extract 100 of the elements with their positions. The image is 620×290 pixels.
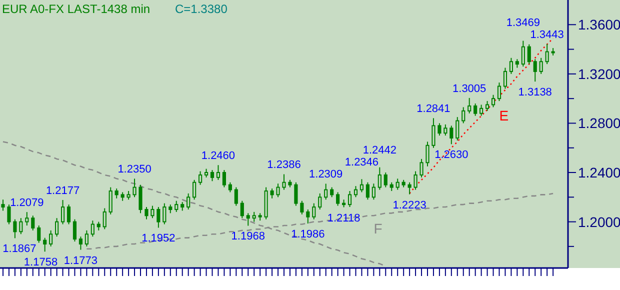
candlestick [78,236,83,250]
annotation: 1.1867 [2,243,36,256]
candlestick [192,179,196,200]
candlestick [43,237,47,252]
candlestick [1,199,5,212]
candlestick [66,204,71,225]
annotation: 1.1952 [142,232,176,245]
candlestick [102,208,106,230]
annotation: 1.1968 [231,230,265,243]
chart-subtitle: C=1.3380 [175,2,228,16]
candlestick [312,202,316,220]
candlestick [252,211,256,222]
annotation: 1.2350 [118,164,152,176]
candlestick [485,100,490,112]
annotation: 1.3138 [518,86,552,99]
candlestick [72,218,77,242]
y-tick-label: 1.3200 [578,66,620,82]
candlestick [336,192,340,206]
candlestick [378,166,382,190]
candlestick [114,188,118,199]
candlestick [324,183,328,200]
candlestick [60,199,65,225]
candlestick [408,182,412,195]
candlestick [414,170,418,190]
candlestick [156,206,160,228]
candlestick [132,178,136,198]
candlestick [162,202,166,225]
candlestick [462,106,466,124]
candlestick [49,230,53,247]
candlestick [468,97,472,114]
candlestick [222,170,226,188]
y-tick-label: 1.2000 [578,214,620,230]
annotation: 1.3443 [530,28,564,41]
candlestick [90,220,94,238]
annotation: 1.1986 [291,228,325,241]
candlestick [360,178,364,193]
candlestick [456,116,460,141]
candlestick [55,218,59,238]
candlestick [521,40,525,68]
candlestick [174,200,178,212]
candlestick [366,182,370,200]
annotation: 1.2346 [344,156,379,169]
candlestick [348,190,352,208]
candlestick [545,43,549,65]
candlestick [240,200,244,219]
candlestick [294,182,298,206]
annotation: 1.2442 [362,144,396,157]
annotation: 1.2223 [392,199,426,212]
candlestick [246,212,250,226]
candlestick [234,186,238,206]
candlestick [420,158,424,178]
annotation: 1.2630 [434,149,468,162]
candlestick [503,67,508,90]
candlestick [270,188,274,199]
annotation: 1.1773 [64,254,98,267]
candlestick [372,183,376,200]
annotation: 1.2309 [309,168,343,181]
candlestick [276,183,280,198]
candlestick [186,192,190,210]
candlestick [444,124,448,136]
candlestick [497,82,502,102]
annotation: 1.3005 [452,82,486,95]
candlestick [144,206,148,220]
candlestick [7,204,11,225]
candlestick [527,44,531,65]
candlestick [354,186,358,198]
y-tick-label: 1.2800 [578,115,620,132]
candlestick [491,94,496,108]
candlestick [19,218,23,235]
candlestick [509,57,513,74]
candlestick [84,230,88,247]
line-series [408,38,554,194]
annotation: 1.2460 [201,150,236,162]
candlestick [300,200,304,215]
candlestick [210,170,214,182]
annotation: 1.1758 [24,256,58,269]
candlestick [216,164,220,180]
candlestick [384,172,388,188]
annotation: 1.2079 [10,197,44,210]
y-tick-label: 1.2400 [578,164,620,181]
candlestick [198,170,202,186]
annotation: 1.2118 [327,212,360,224]
candlestick [138,184,142,214]
candlestick [474,103,478,116]
candlestick [330,186,334,198]
candlestick [13,218,17,239]
chart-title: EUR A0-FX LAST-1438 min [2,2,150,16]
candlestick [318,192,322,210]
candlestick [25,212,29,226]
candlestick [282,174,286,190]
series-label: E [499,107,509,124]
candlestick [150,205,154,219]
annotation: 1.2841 [416,103,450,116]
candlestick [108,186,112,215]
candlestick [228,182,232,193]
annotation: 1.3469 [506,16,540,29]
candlestick [37,224,41,244]
candlestick [31,215,35,231]
candlestick [306,208,310,224]
candlestick [480,104,484,116]
